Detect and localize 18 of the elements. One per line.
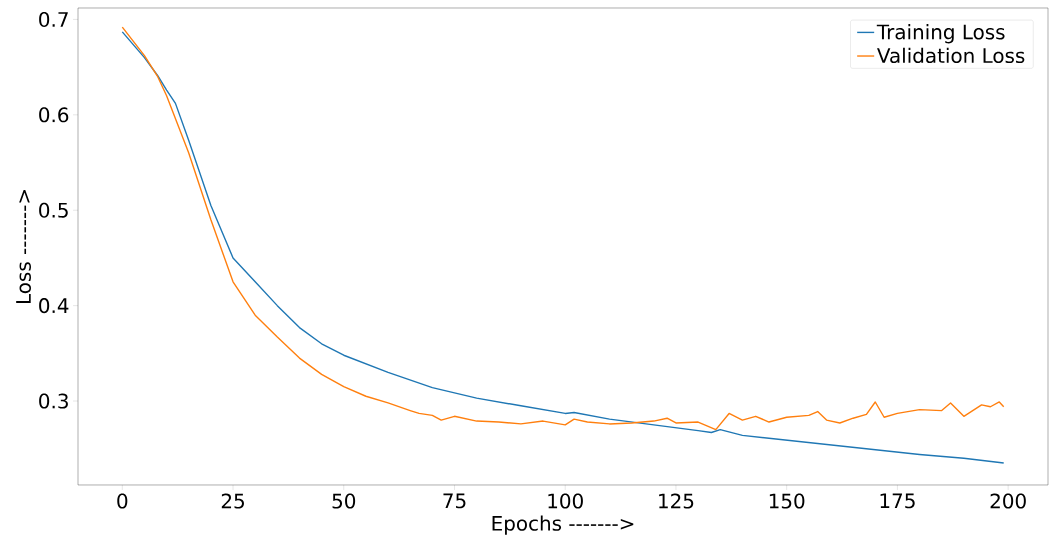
y-tick-label: 0.7 [39,11,68,27]
legend-label: Training Loss [876,24,1005,44]
y-tick-label: 0.4 [39,298,69,314]
x-tick-label: 200 [990,493,1026,509]
y-axis-title: Loss -------> [16,190,31,304]
x-tick-label: 100 [548,493,583,509]
x-axis-title: Epochs -------> [492,515,634,535]
x-tick-label: 0 [117,493,128,509]
x-tick-label: 175 [880,493,915,509]
x-tick-label: 125 [659,493,694,509]
legend-label: Validation Loss [877,47,1025,64]
x-tick-label: 25 [221,493,244,509]
x-tick-label: 150 [769,493,805,509]
x-tick-label: 75 [443,493,466,509]
y-tick-label: 0.5 [39,202,68,218]
x-tick-label: 50 [332,493,356,509]
y-tick-label: 0.6 [39,107,69,123]
y-tick-label: 0.3 [39,393,68,409]
